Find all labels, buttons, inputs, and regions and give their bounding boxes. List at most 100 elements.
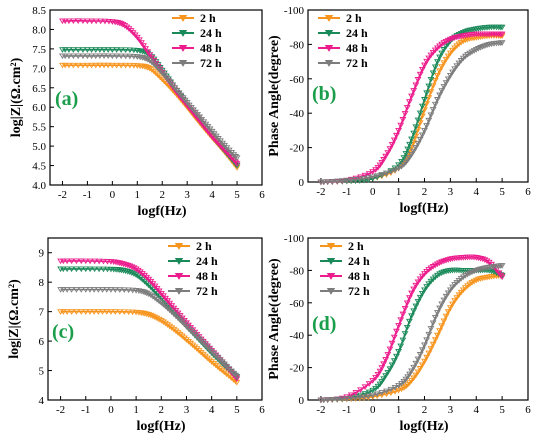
data-point xyxy=(82,309,90,315)
data-point xyxy=(431,274,439,281)
data-point xyxy=(406,371,413,378)
data-point xyxy=(455,60,463,67)
data-point xyxy=(438,323,446,329)
data-point xyxy=(369,169,377,175)
legend-marker xyxy=(178,29,188,37)
data-point xyxy=(91,266,99,273)
data-point xyxy=(99,309,106,315)
data-point xyxy=(374,371,382,378)
data-point xyxy=(427,346,435,352)
legend-label: 2 h xyxy=(348,239,364,253)
data-point xyxy=(498,40,506,46)
data-point xyxy=(324,179,332,185)
data-point xyxy=(146,58,154,64)
data-point xyxy=(378,365,386,371)
data-point xyxy=(130,47,138,54)
x-tick-label: 5 xyxy=(499,404,505,416)
legend-marker xyxy=(324,14,334,22)
data-point xyxy=(108,53,116,60)
y-tick-label: 7 xyxy=(39,307,45,319)
data-point xyxy=(84,47,91,53)
data-point xyxy=(126,53,134,60)
panel-a: -2 -1 0 1 2 3 4 5 6 4.0 4.5 5.0 5.5 6.0 6.5 7.0 7.5 8.0 8.… xyxy=(9,5,265,219)
y-tick-label: -40 xyxy=(289,108,304,120)
x-axis-label: logf(Hz) xyxy=(400,201,449,216)
data-point xyxy=(88,18,96,25)
data-point xyxy=(373,173,381,179)
legend-marker xyxy=(174,257,184,265)
data-point xyxy=(412,82,420,89)
data-point xyxy=(440,60,448,66)
data-point xyxy=(74,47,82,53)
data-point xyxy=(352,177,359,183)
data-point xyxy=(372,375,380,381)
data-point xyxy=(96,47,104,53)
data-point xyxy=(408,152,415,158)
data-point xyxy=(155,298,163,305)
data-point xyxy=(446,50,454,57)
data-point xyxy=(414,279,422,286)
data-point xyxy=(104,266,111,273)
data-point xyxy=(343,395,351,402)
data-point xyxy=(498,263,506,269)
data-point xyxy=(425,350,433,357)
data-point xyxy=(132,266,140,273)
data-point xyxy=(431,101,439,108)
data-point xyxy=(400,378,408,385)
data-point xyxy=(88,62,95,69)
data-point xyxy=(398,386,405,393)
data-point xyxy=(401,305,409,312)
data-point xyxy=(410,364,418,371)
data-point xyxy=(168,325,176,331)
data-point xyxy=(79,53,87,60)
data-point xyxy=(148,67,156,73)
y-tick-label: -20 xyxy=(289,143,304,155)
data-point xyxy=(361,384,369,391)
data-point xyxy=(387,169,395,175)
data-point xyxy=(378,159,386,166)
legend-marker xyxy=(174,272,184,280)
data-point xyxy=(86,266,94,273)
data-point xyxy=(147,292,155,299)
x-tick-label: 3 xyxy=(184,404,190,416)
data-point xyxy=(352,390,360,396)
data-point xyxy=(343,177,351,184)
legend-marker xyxy=(326,242,336,250)
data-point xyxy=(74,18,82,25)
data-point xyxy=(382,357,390,363)
data-point xyxy=(408,136,415,143)
legend-marker xyxy=(326,257,336,265)
data-point xyxy=(393,132,400,139)
x-tick-label: 4 xyxy=(473,186,479,198)
data-point xyxy=(418,103,426,110)
data-point xyxy=(423,90,431,97)
data-point xyxy=(82,287,90,293)
data-point xyxy=(113,47,121,53)
data-point xyxy=(372,167,380,173)
data-point xyxy=(384,369,392,376)
data-point xyxy=(380,157,388,163)
data-point xyxy=(77,258,85,265)
data-point xyxy=(423,58,431,65)
data-point xyxy=(59,309,67,315)
x-tick-label: 3 xyxy=(448,404,454,416)
data-point xyxy=(423,269,431,275)
data-point xyxy=(166,323,174,330)
data-point xyxy=(440,318,448,325)
data-point xyxy=(68,309,76,315)
data-point xyxy=(403,324,411,331)
data-point xyxy=(395,349,402,355)
data-point xyxy=(123,24,131,31)
data-point xyxy=(356,394,364,401)
data-point xyxy=(431,47,439,54)
data-point xyxy=(431,337,439,343)
data-point xyxy=(104,47,112,53)
data-point xyxy=(84,53,91,60)
data-point xyxy=(449,47,456,54)
data-point xyxy=(398,163,405,170)
data-point xyxy=(386,146,394,152)
data-point xyxy=(399,311,407,318)
data-point xyxy=(421,127,428,134)
data-point xyxy=(425,331,433,338)
data-point xyxy=(63,266,71,273)
